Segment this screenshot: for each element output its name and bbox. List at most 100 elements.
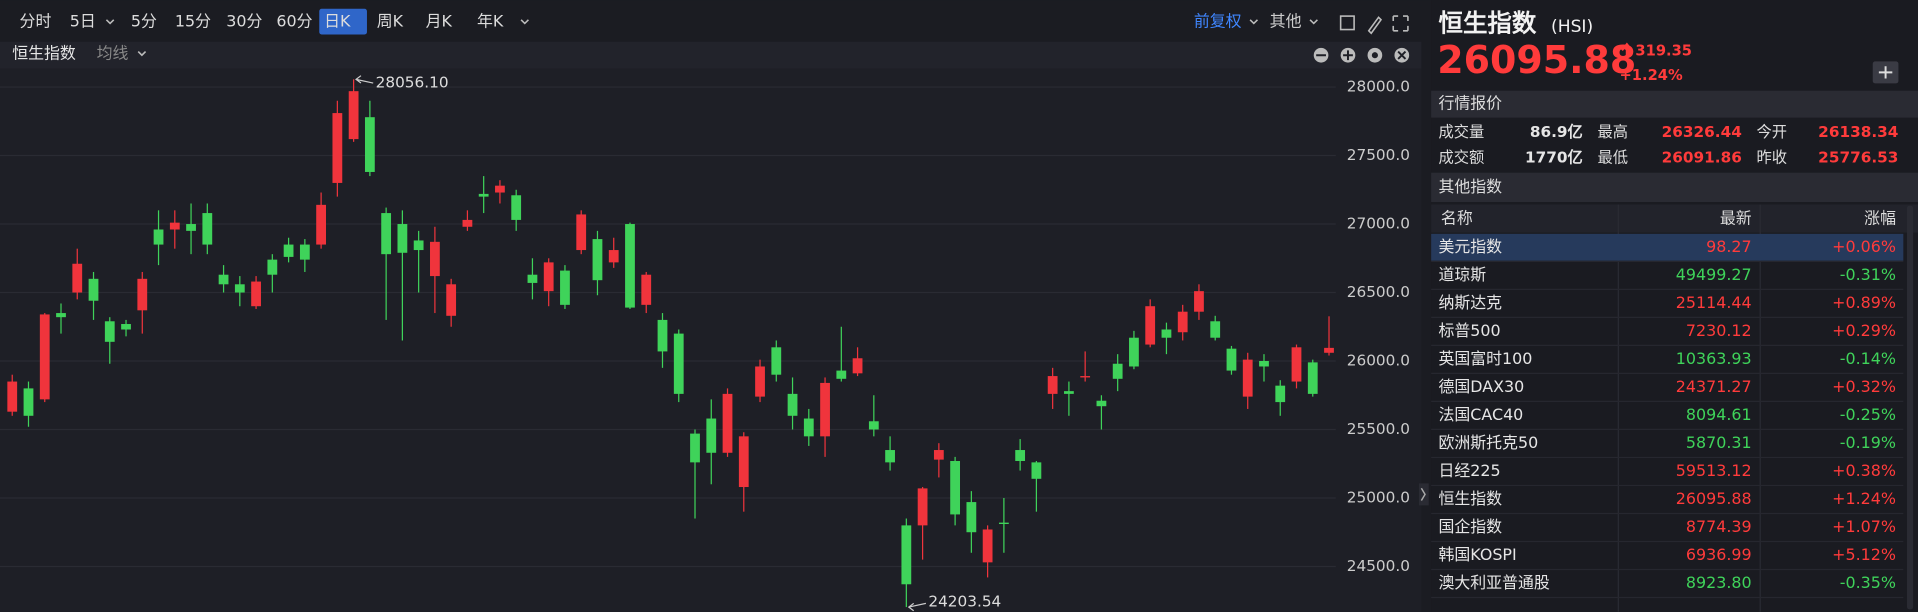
index-name[interactable]: 纳斯达克 — [1439, 293, 1503, 312]
candle-body — [771, 347, 782, 375]
candle-body — [218, 274, 229, 285]
index-change: -0.14% — [1840, 349, 1896, 368]
market-label: 成交额 — [1439, 148, 1485, 166]
index-latest: 25114.44 — [1676, 293, 1752, 312]
candle-body — [1064, 391, 1074, 394]
period-tab[interactable]: 5日 — [70, 12, 96, 31]
other-dropdown[interactable]: 其他 — [1270, 12, 1302, 31]
period-tab[interactable]: 15分 — [175, 12, 211, 31]
period-tab[interactable]: 月K — [426, 12, 453, 31]
collapse-handle[interactable] — [1418, 483, 1429, 506]
layout-icon[interactable] — [1339, 15, 1355, 31]
settings-glyph — [1371, 52, 1378, 59]
candle-body — [478, 193, 489, 197]
adjust-dropdown[interactable]: 前复权 — [1194, 12, 1242, 31]
index-name[interactable]: 德国DAX30 — [1439, 377, 1525, 396]
candle-body — [755, 366, 765, 397]
quote-name: 恒生指数 — [1439, 9, 1537, 38]
candle-body — [397, 224, 408, 253]
candle-body — [836, 370, 847, 379]
candle-body — [1096, 400, 1107, 407]
candle-body — [901, 525, 912, 585]
market-value: 86.9亿 — [1530, 123, 1583, 141]
index-name[interactable]: 法国CAC40 — [1439, 405, 1524, 424]
market-label: 今开 — [1757, 123, 1788, 141]
candle-body — [1210, 321, 1221, 338]
y-tick-label: 25000.0 — [1347, 488, 1410, 506]
candle-body — [885, 450, 895, 463]
period-tab[interactable]: 5分 — [131, 12, 157, 31]
candle-body — [299, 244, 310, 260]
candle-body — [1259, 361, 1269, 367]
period-tab[interactable]: 年K — [477, 12, 504, 31]
toolbar-icons — [137, 15, 1409, 57]
candle-body — [1031, 462, 1042, 479]
y-tick-label: 24500.0 — [1347, 557, 1410, 575]
index-name[interactable]: 美元指数 — [1439, 237, 1503, 256]
control-glyphs — [1316, 50, 1407, 61]
period-tab[interactable]: 60分 — [276, 12, 312, 31]
index-name[interactable]: 日经225 — [1439, 461, 1501, 480]
scrollbar — [1906, 205, 1914, 610]
candle-body — [1194, 291, 1204, 312]
market-value: 26091.86 — [1662, 148, 1742, 166]
index-name[interactable]: 道琼斯 — [1439, 265, 1487, 284]
market-value: 1770亿 — [1525, 148, 1583, 166]
candle-body — [23, 388, 34, 416]
index-name[interactable]: 欧洲斯托克50 — [1439, 433, 1539, 452]
y-tick-label: 26000.0 — [1347, 352, 1410, 370]
candle-body — [950, 460, 961, 515]
period-tab[interactable]: 日K — [324, 12, 351, 31]
index-latest: 8094.61 — [1686, 405, 1752, 424]
index-change: +0.38% — [1832, 461, 1896, 480]
chart-name: 恒生指数 — [12, 44, 76, 63]
y-tick-label: 27000.0 — [1347, 215, 1410, 233]
candle-body — [1242, 359, 1253, 397]
candle-body — [153, 229, 164, 245]
index-name[interactable]: 标普500 — [1439, 321, 1501, 340]
candle-body — [446, 284, 457, 316]
candle-body — [495, 185, 505, 193]
index-change: +1.07% — [1832, 517, 1896, 536]
fullscreen-icon[interactable] — [1392, 15, 1409, 32]
candle-body — [267, 259, 278, 275]
table-header: 名称 — [1441, 209, 1473, 228]
index-change: -0.25% — [1840, 405, 1896, 424]
market-title: 行情报价 — [1439, 94, 1503, 113]
candle-body — [657, 319, 668, 352]
min-pointer — [907, 602, 927, 612]
chart-controls — [1313, 47, 1410, 63]
index-latest: 8774.39 — [1686, 517, 1752, 536]
index-name[interactable]: 英国富时100 — [1439, 349, 1533, 368]
quote-change-pct: +1.24% — [1620, 67, 1683, 84]
index-change: +5.12% — [1832, 545, 1896, 564]
index-name[interactable]: 澳大利亚普通股 — [1439, 573, 1550, 592]
market-label: 昨收 — [1757, 148, 1788, 166]
index-change: +0.89% — [1832, 293, 1896, 312]
candle-body — [202, 213, 213, 245]
plus-glyph — [1878, 66, 1893, 79]
period-tab[interactable]: 周K — [377, 12, 404, 31]
indicator-dropdown[interactable]: 均线 — [97, 44, 129, 63]
period-tab[interactable]: 分时 — [20, 12, 52, 31]
max-pointer — [355, 75, 374, 84]
period-tab[interactable]: 30分 — [226, 12, 262, 31]
y-tick-label: 26500.0 — [1347, 283, 1410, 301]
candle-body — [462, 219, 473, 227]
candle-body — [72, 263, 83, 293]
index-latest: 10363.93 — [1676, 349, 1752, 368]
candle-body — [706, 418, 717, 453]
index-name[interactable]: 国企指数 — [1439, 517, 1503, 536]
candle-body — [803, 418, 814, 437]
draw-icon[interactable] — [1367, 16, 1383, 35]
dropdown-arrows — [1249, 19, 1318, 25]
candle-body — [186, 224, 196, 231]
market-value: 26138.34 — [1818, 123, 1898, 141]
index-latest: 5870.31 — [1686, 433, 1752, 452]
min-label: 24203.54 — [928, 593, 1001, 611]
index-name[interactable]: 恒生指数 — [1439, 489, 1503, 508]
candle-body — [137, 278, 148, 311]
index-name[interactable]: 韩国KOSPI — [1439, 545, 1517, 564]
index-latest: 7230.12 — [1686, 321, 1752, 340]
candle-body — [641, 274, 652, 305]
